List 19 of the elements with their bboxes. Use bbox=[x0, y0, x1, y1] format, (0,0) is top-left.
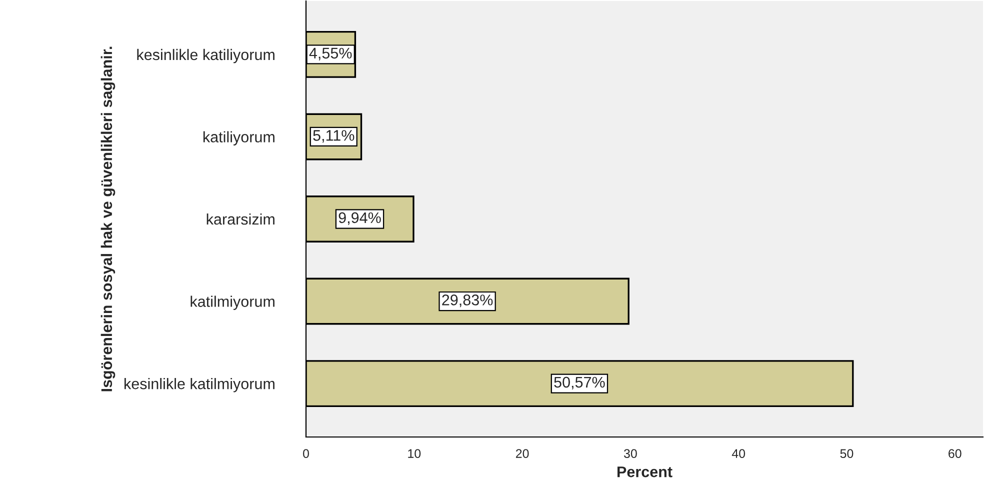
x-tick-label: 60 bbox=[948, 449, 962, 458]
y-tick-label: kararsizim bbox=[206, 213, 274, 225]
y-tick-label: kesinlikle katiliyorum bbox=[137, 48, 274, 64]
x-tick-label: 20 bbox=[516, 449, 529, 458]
x-tick-label: 50 bbox=[840, 449, 854, 458]
data-label: 50,57% bbox=[554, 376, 605, 390]
y-tick-label: katiliyorum bbox=[203, 131, 274, 146]
x-tick-label: 30 bbox=[624, 449, 637, 458]
data-label: 9,94% bbox=[338, 212, 381, 225]
x-axis-title: Percent bbox=[618, 466, 672, 478]
y-axis-title: Isgörenlerin sosyal hak ve güvenlikleri saglanir. bbox=[100, 46, 116, 392]
data-label: 29,83% bbox=[442, 294, 493, 308]
data-label: 5,11% bbox=[313, 130, 354, 143]
x-tick-label: 40 bbox=[732, 449, 746, 458]
x-tick-label: 0 bbox=[303, 449, 309, 458]
x-tick-label: 10 bbox=[408, 449, 421, 458]
y-tick-label: katilmiyorum bbox=[190, 296, 274, 310]
y-tick-label: kesinlikle katilmiyorum bbox=[124, 378, 274, 392]
data-label: 4,55% bbox=[309, 48, 352, 60]
